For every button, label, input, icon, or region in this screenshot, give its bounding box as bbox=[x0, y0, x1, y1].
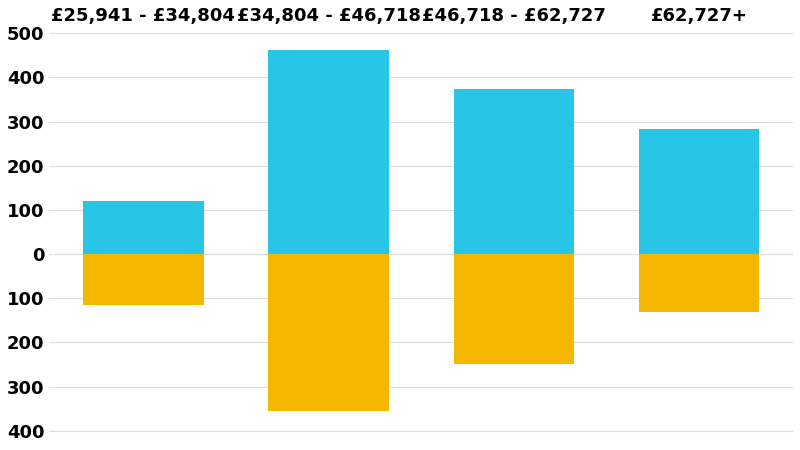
Bar bbox=[639, 129, 759, 254]
Bar bbox=[639, 254, 759, 311]
Bar bbox=[268, 50, 389, 254]
Bar bbox=[268, 254, 389, 411]
Bar bbox=[454, 254, 574, 364]
Bar bbox=[83, 254, 203, 305]
Bar bbox=[83, 201, 203, 254]
Bar bbox=[454, 90, 574, 254]
